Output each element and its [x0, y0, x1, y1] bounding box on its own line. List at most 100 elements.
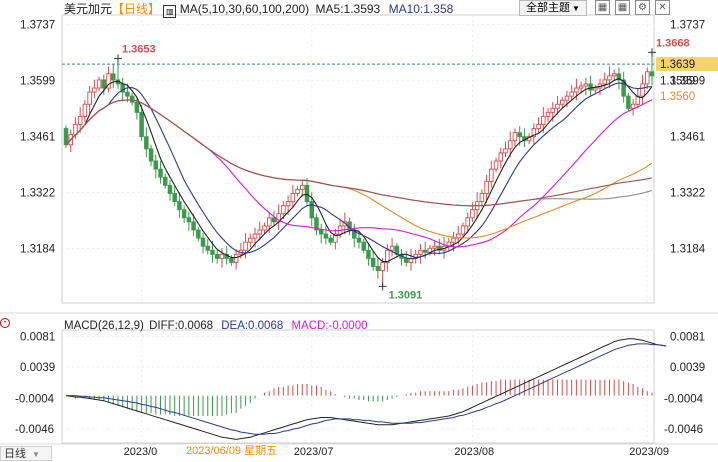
hover-weekday: 星期五 — [244, 445, 278, 457]
candle-body — [333, 233, 338, 243]
candle-body — [432, 245, 437, 249]
ma-params-label: MA(5,10,30,60,100,200) — [179, 2, 310, 16]
candle-body — [626, 95, 631, 109]
ma10-value: MA10:1.358 — [388, 2, 454, 16]
candle-body — [375, 266, 381, 271]
theme-selector-button[interactable]: 全部主题 ▼ — [519, 0, 587, 16]
macd-y-tick-label-left: -0.0004 — [15, 394, 55, 406]
candle-body — [465, 217, 470, 227]
macd-header: MACD(26,12,9) DIFF:0.0068 DEA:0.0068 MAC… — [64, 318, 368, 334]
candle-body — [559, 99, 565, 105]
ma5-value: MA5:1.3593 — [315, 2, 381, 16]
candle-body — [356, 237, 362, 243]
diff-value: DIFF:0.0068 — [149, 320, 214, 332]
candle-body — [470, 209, 475, 219]
grid-icon[interactable]: ▦ — [595, 0, 610, 15]
x-tick-label: 2023/09 — [629, 446, 669, 458]
candle-body — [621, 79, 626, 97]
candle-body — [304, 184, 310, 203]
candle-body — [219, 253, 225, 259]
candle-body — [517, 132, 522, 138]
candle-body — [437, 245, 442, 251]
close-icon[interactable]: ✕ — [655, 0, 670, 15]
candle-body — [82, 103, 88, 117]
hover-date: 2023/06/09 — [186, 445, 242, 457]
candle-body — [181, 209, 187, 219]
candle-body — [460, 225, 466, 235]
candle-body — [271, 217, 277, 223]
macd-plot-frame — [61, 329, 655, 444]
diff-line — [65, 338, 667, 440]
macd-y-tick-label-right: 0.0081 — [670, 332, 705, 344]
period-switch[interactable]: 日线 ▼ — [0, 446, 52, 461]
candle-body — [186, 217, 192, 223]
grid-icon[interactable]: ▦ — [615, 0, 630, 15]
macd-settings-icon[interactable]: • — [0, 318, 10, 328]
macd-value: MACD:-0.0000 — [291, 320, 368, 332]
y-tick-label-right: 1.3461 — [670, 131, 705, 143]
candle-body — [361, 241, 366, 251]
ma5-line — [65, 78, 653, 263]
x-tick-label: 2023/07 — [294, 446, 334, 458]
candle-body — [493, 160, 499, 170]
macd-y-tick-label-left: 0.0039 — [20, 362, 55, 374]
y-tick-label-right: 1.3737 — [670, 19, 705, 31]
candle-body — [422, 249, 428, 253]
candle-body — [129, 95, 135, 103]
candle-body — [564, 95, 570, 101]
candle-body — [370, 257, 376, 267]
candle-body — [281, 205, 286, 215]
macd-y-tick-label-right: 0.0039 — [670, 362, 705, 374]
candle-body — [87, 91, 92, 105]
dea-line — [66, 343, 667, 435]
candle-body — [512, 132, 518, 142]
right-price-label: 1.3560 — [660, 91, 695, 103]
candle-body — [252, 233, 258, 239]
period-label[interactable]: 【日线】 — [112, 2, 161, 16]
ma30-line — [65, 99, 653, 248]
candle-body — [550, 107, 556, 113]
candle-body — [134, 101, 140, 113]
candle-body — [92, 87, 97, 93]
candle-body — [451, 237, 456, 243]
period-switch-label: 日线 — [4, 448, 26, 460]
candle-body — [555, 103, 560, 109]
candle-body — [111, 73, 116, 81]
candle-body — [233, 253, 239, 263]
candlestick-chart-icon: ▥ — [163, 5, 177, 18]
candle-body — [290, 193, 296, 203]
settings-icon[interactable]: ⚙ — [635, 0, 650, 15]
candle-body — [588, 83, 593, 91]
candle-body — [172, 193, 177, 203]
high-annotation-label: 1.3653 — [122, 43, 156, 55]
candle-body — [200, 237, 206, 247]
candle-body — [257, 229, 263, 235]
chevron-down-icon: ▼ — [32, 450, 40, 459]
candle-body — [645, 71, 650, 85]
y-tick-label-right: 1.3599 — [670, 75, 705, 87]
chevron-down-icon: ▼ — [572, 4, 580, 13]
right-price-label: 1.3599 — [660, 75, 695, 87]
candle-body — [101, 79, 107, 89]
period-value: 日线 — [124, 2, 149, 16]
candle-body — [314, 217, 319, 231]
candle-body — [285, 201, 291, 207]
candle-body — [162, 176, 168, 186]
candle-body — [385, 249, 390, 263]
y-tick-label-right: 1.3322 — [670, 188, 705, 200]
candle-body — [593, 87, 598, 91]
ma10-line — [65, 82, 653, 260]
x-tick-label: 2023/0 — [124, 446, 158, 458]
macd-params-label: MACD(26,12,9) — [64, 320, 144, 332]
candle-body — [243, 241, 248, 251]
candle-body — [380, 261, 385, 271]
candle-body — [248, 237, 253, 243]
macd-y-tick-label-left: 0.0081 — [20, 332, 55, 344]
candle-body — [583, 83, 589, 87]
candle-body — [214, 253, 220, 259]
candle-body — [489, 168, 494, 182]
candle-body — [295, 188, 300, 194]
candle-body — [148, 148, 154, 162]
candle-body — [63, 128, 69, 146]
candle-body — [536, 124, 541, 130]
